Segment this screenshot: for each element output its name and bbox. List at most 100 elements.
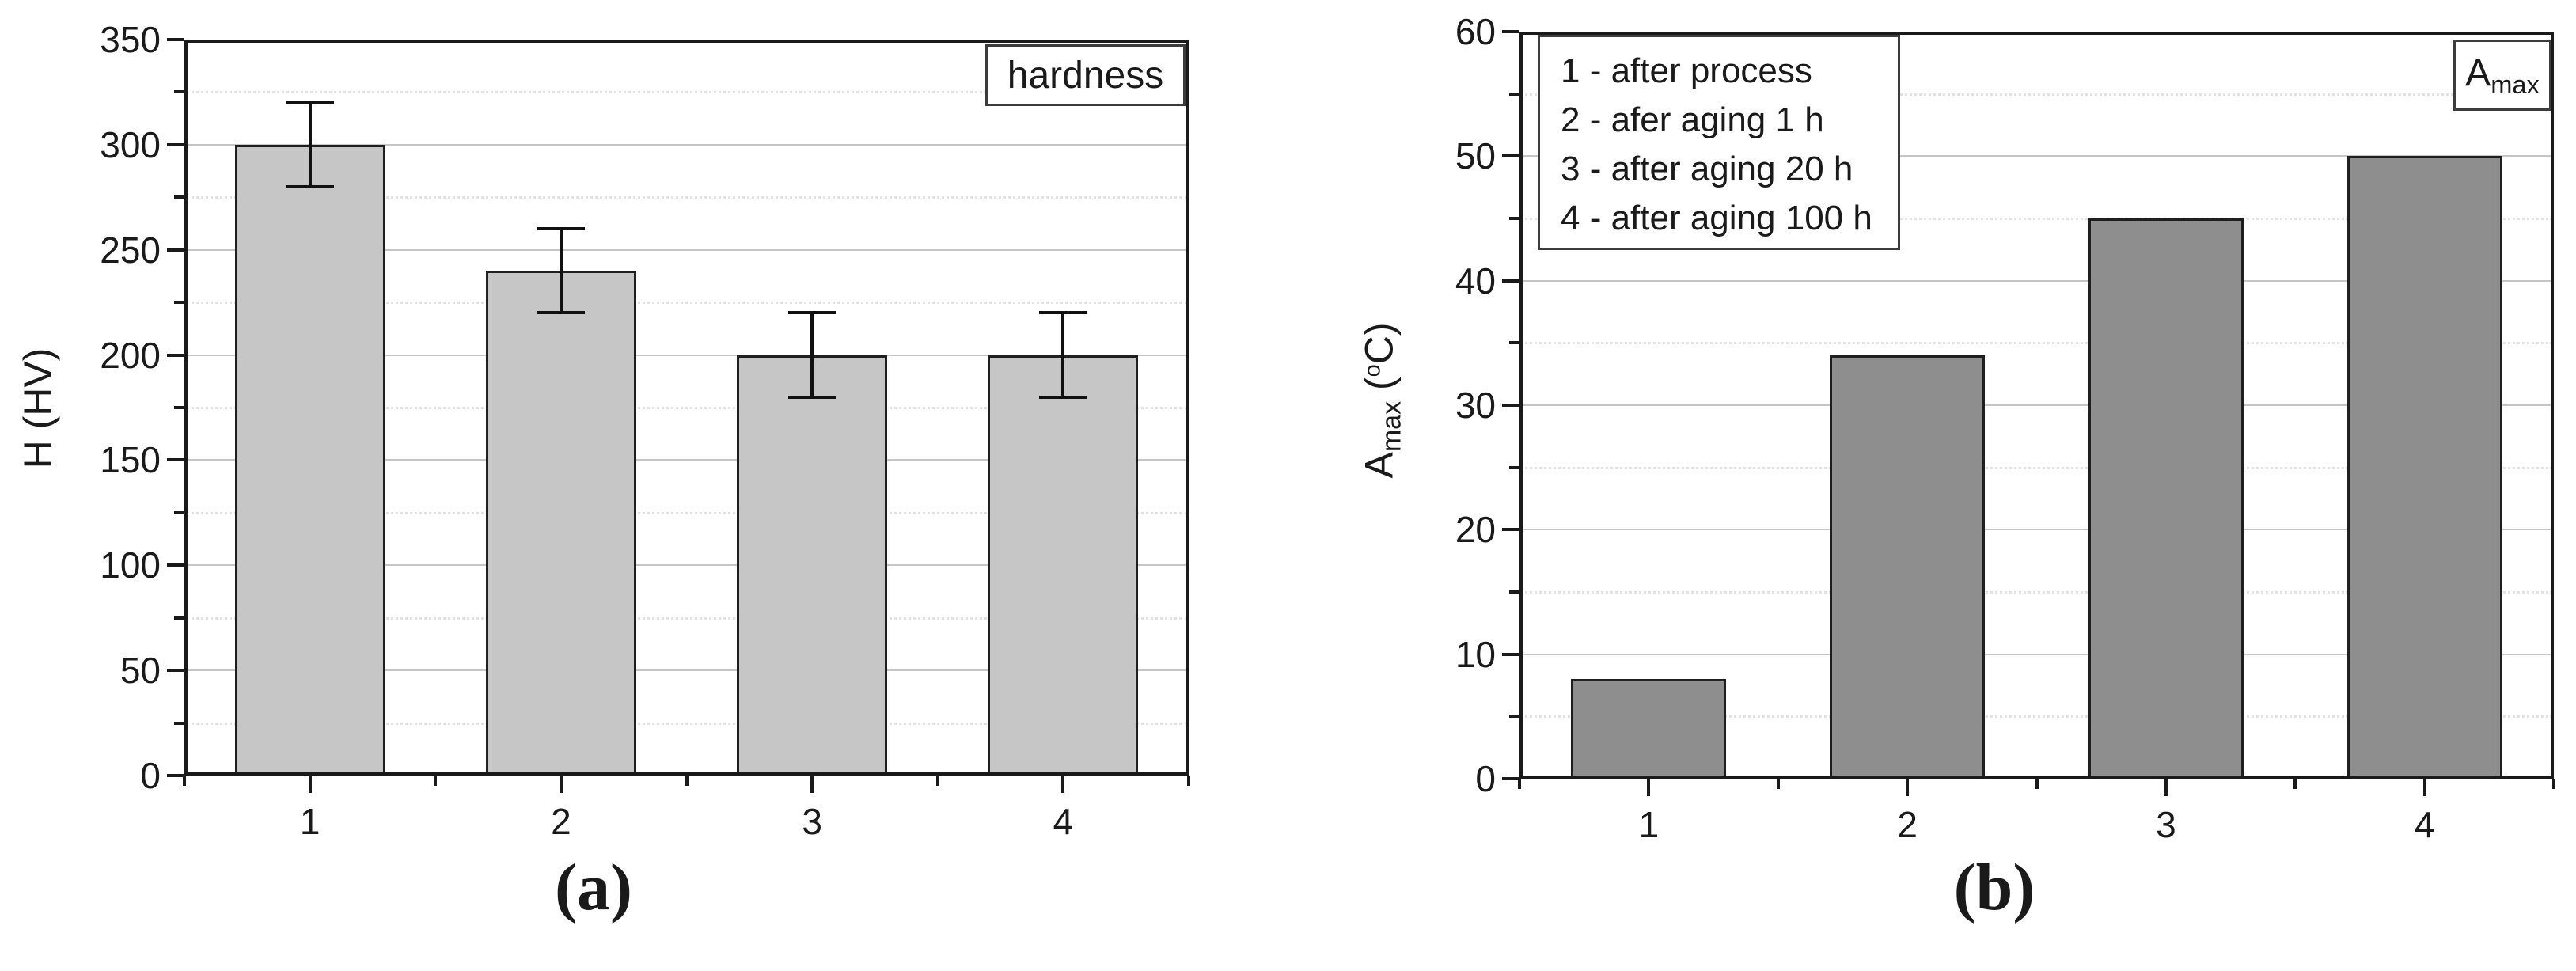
amax-ylabel-close: C) (1356, 322, 1402, 365)
x-major-tick (1906, 779, 1910, 796)
error-bar (810, 313, 814, 397)
error-bar (308, 102, 312, 187)
x-minor-tick (2293, 779, 2297, 789)
y-major-tick (167, 774, 184, 777)
y-major-tick (167, 142, 184, 146)
y-major-tick (1502, 404, 1519, 407)
x-major-tick (2164, 779, 2168, 796)
amax-ylabel-sup: o (1360, 364, 1386, 377)
x-tick-label: 1 (1638, 804, 1660, 845)
y-minor-tick (174, 510, 184, 514)
legend-item-2: 2 - afer aging 1 h (1561, 101, 1824, 139)
y-gridline-minor (186, 722, 1187, 725)
error-bar-cap-top (788, 311, 837, 315)
x-major-tick (810, 776, 814, 793)
y-gridline-minor (186, 302, 1187, 305)
caption-b: (b) (1953, 851, 2035, 924)
x-tick-label: 1 (299, 801, 321, 842)
bar (1571, 679, 1727, 779)
y-tick-label: 150 (100, 439, 161, 481)
error-bar-cap-top (286, 101, 334, 104)
y-gridline-major (186, 248, 1187, 251)
y-major-tick (1502, 154, 1519, 158)
caption-a: (a) (555, 851, 632, 924)
y-major-tick (167, 353, 184, 357)
x-major-tick (308, 776, 312, 793)
x-minor-tick (183, 776, 186, 786)
y-minor-tick (174, 301, 184, 305)
y-minor-tick (1509, 92, 1519, 96)
y-tick-label: 300 (100, 123, 161, 165)
y-major-tick (1502, 528, 1519, 532)
y-major-tick (1502, 30, 1519, 33)
y-gridline-minor (1521, 93, 2552, 96)
error-bar (1061, 313, 1065, 397)
y-major-tick (1502, 777, 1519, 780)
y-tick-label: 50 (120, 650, 161, 692)
y-tick-label: 350 (100, 19, 161, 60)
x-minor-tick (685, 776, 689, 786)
amax-chart-panel: Amax (oC) 1 - after process 2 - afer agi… (1288, 0, 2576, 971)
y-gridline-major (1521, 155, 2552, 157)
error-bar-cap-bottom (1039, 395, 1087, 399)
y-tick-label: 10 (1455, 633, 1496, 675)
x-major-tick (2422, 779, 2426, 796)
y-minor-tick (1509, 715, 1519, 719)
y-minor-tick (174, 721, 184, 725)
y-gridline-minor (1521, 466, 2552, 469)
x-minor-tick (2552, 779, 2555, 789)
y-tick-label: 60 (1455, 11, 1496, 52)
y-minor-tick (174, 616, 184, 620)
y-gridline-major (1521, 653, 2552, 655)
y-tick-label: 30 (1455, 385, 1496, 426)
x-tick-label: 4 (1053, 801, 1074, 842)
hardness-title-box: hardness (985, 44, 1186, 106)
y-gridline-minor (186, 407, 1187, 409)
y-tick-label: 50 (1455, 135, 1496, 177)
y-tick-label: 20 (1455, 509, 1496, 551)
hardness-chart-panel: H (HV) hardness (a) 0 50 100 150 200 250 300 35… (16, 19, 1190, 924)
legend-box: 1 - after process 2 - afer aging 1 h 3 -… (1538, 35, 1900, 250)
x-tick-label: 2 (1897, 804, 1918, 845)
y-major-tick (167, 248, 184, 252)
y-gridline-minor (1521, 715, 2552, 719)
y-tick-label: 0 (1475, 758, 1496, 799)
y-gridline-minor (186, 91, 1187, 94)
y-gridline-major (186, 354, 1187, 356)
bar (234, 144, 385, 776)
y-gridline-major (1521, 404, 2552, 406)
x-minor-tick (1776, 779, 1780, 789)
y-minor-tick (1509, 341, 1519, 345)
y-tick-label: 40 (1455, 260, 1496, 302)
y-minor-tick (1509, 590, 1519, 594)
y-minor-tick (174, 406, 184, 409)
y-major-tick (167, 458, 184, 462)
y-major-tick (167, 563, 184, 567)
error-bar-cap-bottom (788, 395, 837, 399)
x-tick-label: 4 (2414, 804, 2435, 845)
bar (2088, 218, 2244, 779)
x-minor-tick (1187, 776, 1190, 786)
y-minor-tick (174, 195, 184, 199)
x-minor-tick (935, 776, 939, 786)
y-gridline-minor (1521, 342, 2552, 345)
x-minor-tick (434, 776, 438, 786)
amax-title-box: Amax (2453, 40, 2551, 111)
y-tick-label: 200 (100, 334, 161, 376)
error-bar-cap-bottom (537, 311, 585, 315)
y-major-tick (1502, 652, 1519, 656)
x-major-tick (559, 776, 563, 793)
amax-title-label: Amax (2465, 51, 2540, 99)
y-gridline-minor (186, 196, 1187, 199)
y-gridline-minor (186, 511, 1187, 514)
y-major-tick (167, 38, 184, 41)
amax-ylabel-base: A (1356, 452, 1402, 479)
x-minor-tick (2035, 779, 2039, 789)
x-tick-label: 3 (2156, 804, 2176, 845)
x-tick-label: 2 (551, 801, 571, 842)
y-gridline-major (186, 459, 1187, 461)
x-minor-tick (1518, 779, 1521, 789)
y-gridline-major (186, 143, 1187, 146)
y-gridline-minor (1521, 218, 2552, 220)
y-gridline-major (1521, 279, 2552, 282)
